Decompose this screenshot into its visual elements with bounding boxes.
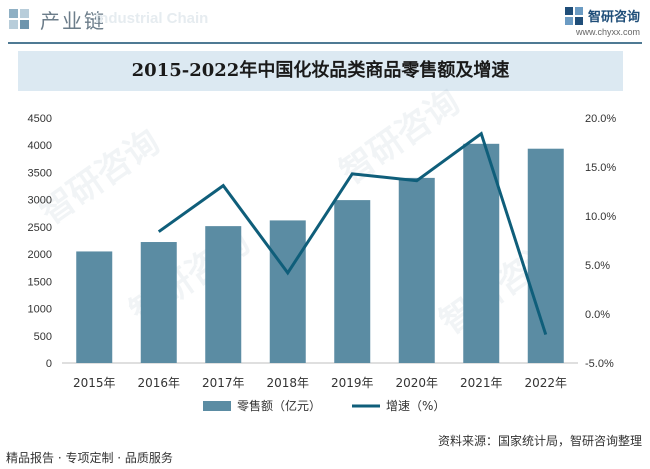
- y-left-tick-label: 3000: [28, 195, 52, 207]
- y-left-tick-label: 2000: [28, 249, 52, 261]
- y-left-tick-label: 4000: [28, 140, 52, 152]
- x-tick-label: 2017年: [202, 376, 245, 390]
- legend-bar-label: 零售额（亿元）: [237, 398, 321, 413]
- y-right-tick-label: 10.0%: [585, 211, 616, 223]
- x-tick-label: 2016年: [137, 376, 180, 390]
- section-watermark: Industrial Chain: [95, 10, 209, 27]
- y-left-tick-label: 3500: [28, 167, 52, 179]
- y-right-tick-label: -5.0%: [585, 358, 614, 370]
- legend-line-label: 增速（%）: [386, 399, 445, 413]
- x-tick-label: 2015年: [73, 376, 116, 390]
- bar: [76, 251, 113, 363]
- brand-name: 智研咨询: [587, 10, 640, 25]
- bar: [527, 148, 564, 363]
- y-left-tick-label: 0: [46, 358, 52, 370]
- y-right-tick-label: 0.0%: [585, 309, 610, 321]
- header-divider: [8, 42, 642, 44]
- source-note: 资料来源：国家统计局，智研咨询整理: [437, 434, 642, 448]
- bar: [140, 242, 177, 363]
- y-left-tick-label: 1500: [28, 276, 52, 288]
- y-left-tick-label: 4500: [28, 113, 52, 125]
- y-left-tick-label: 1000: [28, 304, 52, 316]
- y-left-tick-label: 2500: [28, 222, 52, 234]
- brand-url: www.chyxx.com: [575, 27, 640, 37]
- bar: [463, 143, 500, 363]
- x-tick-label: 2019年: [331, 376, 374, 390]
- chart: 0 500 1000 1500 2000 2500 3000 3500 4000 4500 -5.0…: [28, 113, 617, 413]
- y-right-tick-label: 15.0%: [585, 162, 616, 174]
- chart-title: 2015-2022年中国化妆品类商品零售额及增速: [18, 51, 623, 91]
- chain-icon: [9, 9, 29, 29]
- x-tick-label: 2018年: [266, 376, 309, 390]
- bar: [269, 220, 306, 363]
- y-right-tick-label: 20.0%: [585, 113, 616, 125]
- y-right-tick-label: 5.0%: [585, 260, 610, 272]
- x-tick-label: 2021年: [460, 376, 503, 390]
- brand-logo-icon: [564, 6, 583, 25]
- bar: [398, 177, 435, 363]
- bar: [205, 226, 242, 363]
- brand: 智研咨询 www.chyxx.com: [564, 5, 640, 37]
- x-tick-label: 2022年: [524, 376, 567, 390]
- x-tick-label: 2020年: [395, 376, 438, 390]
- bar: [334, 200, 371, 363]
- y-left-tick-label: 500: [34, 331, 52, 343]
- growth-line: [157, 131, 548, 336]
- legend-bar-swatch: [203, 401, 231, 411]
- footer-tagline: 精品报告 · 专项定制 · 品质服务: [6, 451, 173, 465]
- header: 产业链 Industrial Chain 智研咨询 www.chyxx.com: [0, 0, 650, 40]
- section-title: 产业链: [40, 9, 106, 33]
